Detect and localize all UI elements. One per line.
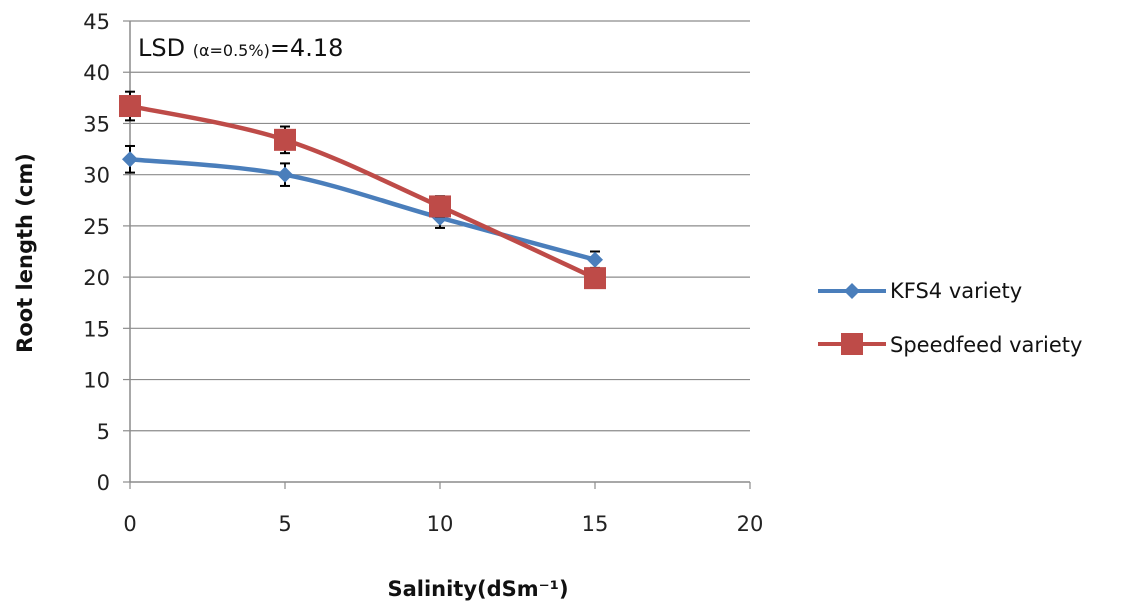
legend-marker-kfs4 — [844, 283, 860, 299]
annotation-subscript: (α=0.5%) — [193, 41, 270, 60]
y-tick-label-25: 25 — [83, 215, 110, 239]
data-point-1-2 — [429, 195, 451, 218]
y-tick-label-35: 35 — [83, 112, 110, 136]
data-point-1-3 — [584, 267, 606, 290]
axes — [123, 20, 751, 489]
y-tick-label-0: 0 — [97, 471, 110, 495]
data-point-1-1 — [274, 128, 296, 151]
legend: KFS4 variety Speedfeed variety — [818, 279, 1082, 357]
series-1 — [119, 90, 606, 290]
legend-label-kfs4: KFS4 variety — [890, 279, 1022, 303]
annotation-lsd: LSD (α=0.5%)=4.18 — [138, 34, 343, 62]
x-tick-label-15: 15 — [582, 512, 609, 536]
legend-label-speedfeed: Speedfeed variety — [890, 333, 1082, 357]
y-tick-label-5: 5 — [97, 420, 110, 444]
x-tick-label-10: 10 — [427, 512, 454, 536]
y-tick-label-15: 15 — [83, 317, 110, 341]
y-axis-title: Root length (cm) — [13, 153, 37, 353]
legend-marker-speedfeed — [841, 333, 863, 355]
x-tick-labels: 0 5 10 15 20 — [123, 512, 763, 536]
data-point-0-0 — [122, 151, 138, 168]
series-line-0 — [129, 157, 596, 262]
x-tick-label-0: 0 — [123, 512, 136, 536]
y-tick-label-20: 20 — [83, 266, 110, 290]
x-tick-label-5: 5 — [278, 512, 291, 536]
y-tick-labels: 0 5 10 15 20 25 30 35 40 45 — [83, 10, 110, 495]
data-point-1-0 — [119, 95, 141, 118]
y-tick-label-45: 45 — [83, 10, 110, 34]
y-tick-label-40: 40 — [83, 61, 110, 85]
annotation-suffix: =4.18 — [270, 34, 344, 62]
y-tick-label-10: 10 — [83, 369, 110, 393]
data-point-0-3 — [587, 251, 603, 268]
x-tick-label-20: 20 — [737, 512, 764, 536]
series-layer — [119, 90, 606, 290]
y-tick-label-30: 30 — [83, 164, 110, 188]
data-point-0-1 — [277, 166, 293, 183]
annotation-prefix: LSD — [138, 34, 193, 62]
series-line-1 — [129, 103, 596, 281]
x-axis-title: Salinity(dSm⁻¹) — [387, 577, 568, 601]
